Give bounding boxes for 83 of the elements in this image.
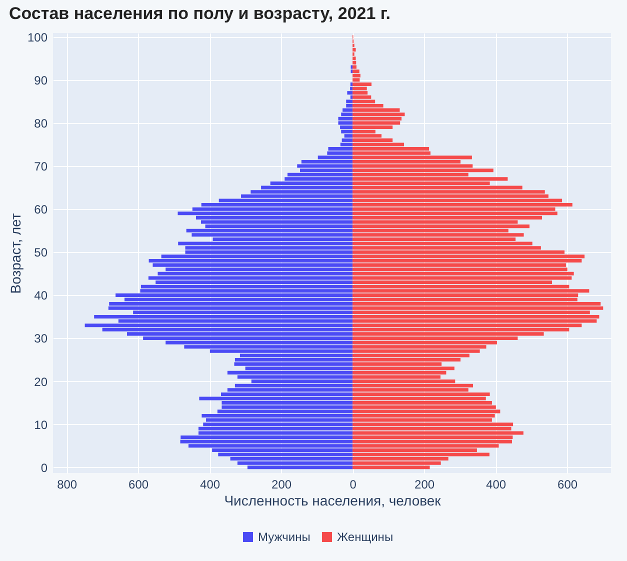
bar bbox=[234, 362, 353, 366]
bar bbox=[297, 164, 353, 168]
chart-title: Состав населения по полу и возрасту, 2021 г. bbox=[8, 4, 391, 23]
x-tick-label: 800 bbox=[57, 478, 78, 492]
bar bbox=[352, 289, 590, 293]
bar bbox=[352, 156, 472, 160]
bar bbox=[178, 242, 353, 246]
y-tick-label: 0 bbox=[40, 460, 48, 475]
legend-label: Мужчины bbox=[258, 530, 310, 544]
x-tick-label: 0 bbox=[350, 478, 357, 492]
bar bbox=[352, 116, 402, 120]
bar bbox=[341, 130, 353, 134]
bar bbox=[352, 452, 490, 456]
bar bbox=[198, 426, 353, 430]
bar bbox=[352, 401, 492, 405]
bar bbox=[352, 91, 368, 95]
bar bbox=[352, 410, 500, 414]
x-axis-title: Численность населения, человек bbox=[224, 492, 442, 508]
x-tick-label: 600 bbox=[128, 478, 149, 492]
bar bbox=[84, 324, 353, 328]
legend-label: Женщины bbox=[337, 530, 394, 544]
bar bbox=[350, 86, 353, 90]
bar bbox=[222, 405, 353, 409]
y-tick-label: 90 bbox=[34, 73, 48, 88]
bar bbox=[352, 177, 508, 181]
y-tick-label: 20 bbox=[34, 374, 48, 389]
bar bbox=[199, 396, 353, 400]
bar bbox=[347, 91, 353, 95]
bar bbox=[342, 108, 353, 112]
bar bbox=[148, 276, 353, 280]
bar bbox=[352, 56, 356, 60]
bar bbox=[180, 440, 353, 444]
bar bbox=[152, 263, 353, 267]
y-tick-label: 10 bbox=[34, 418, 48, 432]
y-tick-label: 50 bbox=[34, 246, 48, 260]
bar bbox=[346, 100, 353, 104]
bar bbox=[352, 254, 585, 258]
bar bbox=[108, 306, 353, 310]
x-tick-label: 600 bbox=[558, 478, 578, 492]
x-tick-label: 200 bbox=[414, 478, 435, 492]
bar bbox=[352, 440, 512, 444]
bar bbox=[346, 104, 353, 108]
bar bbox=[352, 431, 524, 435]
bar bbox=[352, 272, 574, 276]
bar bbox=[352, 168, 494, 172]
bar bbox=[352, 366, 454, 370]
bar bbox=[206, 418, 353, 422]
bar bbox=[352, 306, 604, 310]
y-tick-label: 80 bbox=[34, 116, 48, 130]
bar bbox=[350, 95, 353, 99]
y-tick-label: 30 bbox=[34, 332, 48, 346]
y-tick-label: 100 bbox=[27, 30, 48, 44]
bar bbox=[352, 384, 474, 388]
bar bbox=[352, 405, 496, 409]
y-tick-label: 70 bbox=[34, 160, 48, 174]
bar bbox=[352, 65, 356, 69]
bar bbox=[338, 116, 353, 120]
y-tick-label: 60 bbox=[34, 202, 48, 217]
bar bbox=[202, 414, 353, 418]
bar bbox=[287, 172, 353, 176]
bar bbox=[352, 74, 360, 78]
bar bbox=[352, 95, 372, 99]
bar bbox=[352, 422, 514, 426]
x-tick-label: 400 bbox=[486, 478, 506, 492]
y-tick-label: 40 bbox=[34, 288, 48, 303]
bar bbox=[186, 228, 353, 232]
bar bbox=[352, 258, 582, 263]
bar bbox=[352, 233, 524, 237]
x-tick-label: 400 bbox=[200, 478, 220, 492]
bar bbox=[352, 112, 405, 116]
bar bbox=[352, 212, 558, 216]
bar bbox=[148, 258, 353, 263]
bar bbox=[341, 112, 353, 116]
bar bbox=[344, 134, 353, 138]
bar bbox=[352, 190, 545, 194]
bar bbox=[352, 121, 400, 125]
bar bbox=[352, 319, 597, 323]
bar bbox=[140, 284, 353, 288]
bar bbox=[178, 212, 353, 216]
y-axis-title: Возраст, лет bbox=[7, 212, 24, 294]
bar bbox=[352, 276, 572, 280]
bar bbox=[338, 121, 353, 125]
x-tick-label: 200 bbox=[272, 478, 292, 492]
